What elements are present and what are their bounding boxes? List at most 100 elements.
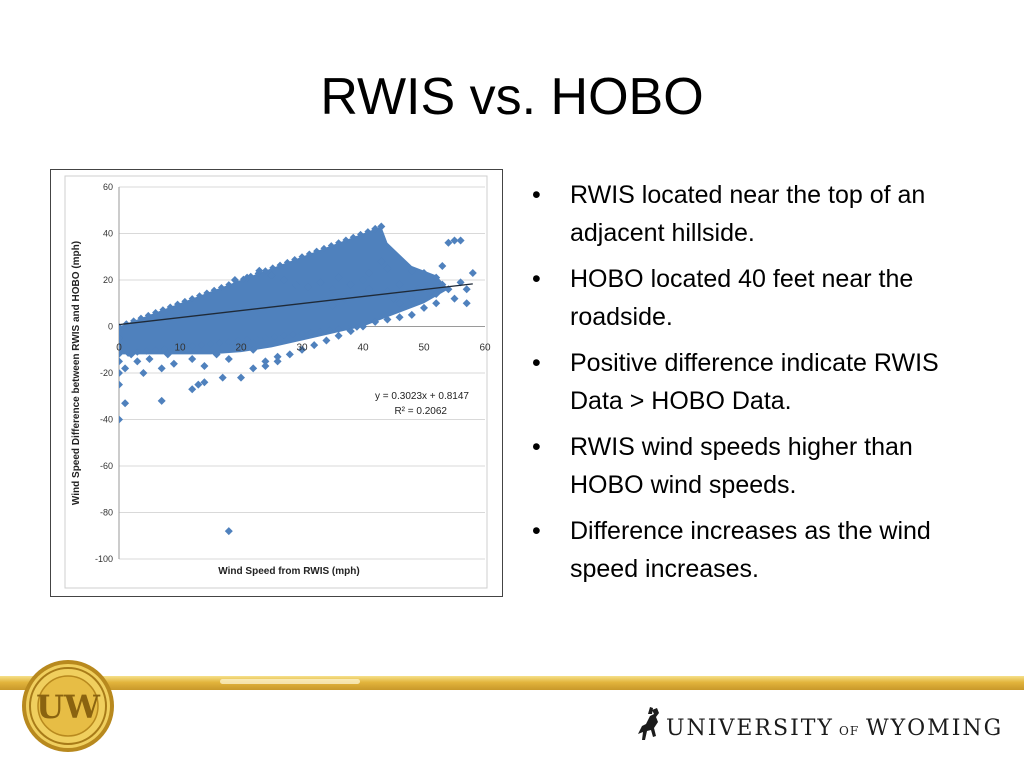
scatter-point bbox=[137, 314, 145, 322]
scatter-point bbox=[291, 256, 299, 264]
bullet-icon: • bbox=[532, 433, 541, 461]
scatter-point bbox=[225, 281, 233, 289]
y-tick-label: 60 bbox=[103, 182, 113, 192]
scatter-point bbox=[133, 348, 141, 356]
trendline-group bbox=[118, 283, 473, 326]
scatter-point bbox=[261, 362, 270, 371]
scatter-point bbox=[462, 299, 471, 308]
university-wordmark: UNIVERSITY OF WYOMING bbox=[638, 707, 1003, 741]
scatter-point bbox=[145, 355, 154, 364]
scatter-point bbox=[269, 264, 277, 272]
scatter-point bbox=[276, 261, 284, 269]
y-tick-label: 40 bbox=[103, 229, 113, 239]
scatter-point bbox=[462, 285, 471, 294]
scatter-point bbox=[383, 264, 392, 273]
wordmark-wyoming: WYOMING bbox=[866, 716, 1003, 741]
scatter-point bbox=[335, 325, 343, 333]
scatter-point bbox=[119, 380, 123, 389]
scatter-point bbox=[194, 380, 203, 389]
scatter-point bbox=[254, 269, 262, 277]
scatter-point bbox=[157, 396, 166, 405]
scatter-point bbox=[291, 280, 300, 289]
y-tick-label: -60 bbox=[100, 461, 113, 471]
scatter-point bbox=[127, 350, 136, 359]
scatter-point bbox=[359, 322, 367, 331]
scatter-point bbox=[169, 359, 178, 368]
scatter-point bbox=[420, 269, 428, 278]
x-axis-label: Wind Speed from RWIS (mph) bbox=[218, 566, 359, 577]
scatter-point bbox=[188, 355, 197, 364]
scatter-point bbox=[279, 276, 288, 284]
scatter-point bbox=[121, 364, 130, 373]
x-tick-label: 10 bbox=[174, 343, 186, 354]
scatter-point bbox=[139, 369, 148, 377]
scatter-point bbox=[357, 230, 365, 238]
scatter-point bbox=[124, 349, 132, 357]
bullet-text: HOBO located 40 feet near the roadside. bbox=[570, 265, 914, 331]
scatter-points bbox=[119, 222, 477, 536]
scatter-point bbox=[383, 315, 392, 324]
r-squared-label: R² = 0.2062 bbox=[394, 406, 447, 417]
scatter-point bbox=[267, 271, 276, 280]
scatter-point bbox=[133, 357, 142, 366]
bullet-text: RWIS wind speeds higher than HOBO wind s… bbox=[570, 433, 913, 499]
scatter-point bbox=[283, 258, 291, 266]
scatter-point bbox=[377, 222, 386, 231]
scatter-point bbox=[255, 266, 264, 275]
scatter-point bbox=[420, 282, 428, 291]
scatter-point bbox=[200, 378, 209, 387]
x-tick-label: 20 bbox=[235, 343, 247, 354]
scatter-point bbox=[352, 289, 361, 298]
x-tick-label: 50 bbox=[418, 343, 430, 354]
scatter-point bbox=[200, 362, 209, 371]
scatter-point bbox=[346, 280, 355, 289]
scatter-point bbox=[119, 415, 123, 424]
scatter-point bbox=[207, 340, 214, 348]
scatter-point bbox=[407, 310, 416, 319]
scatter-point bbox=[316, 327, 324, 335]
scatter-point bbox=[161, 345, 169, 353]
scatter-point bbox=[313, 247, 321, 255]
y-tick-label: 20 bbox=[103, 275, 113, 285]
bullet-item: • RWIS wind speeds higher than HOBO wind … bbox=[532, 428, 982, 504]
scatter-point bbox=[224, 355, 233, 364]
scatter-point bbox=[237, 373, 245, 382]
bullet-item: • Positive difference indicate RWIS Data … bbox=[532, 344, 982, 420]
bullet-icon: • bbox=[532, 265, 541, 293]
scatter-point bbox=[298, 253, 306, 261]
y-tick-label: -20 bbox=[100, 368, 113, 378]
scatter-point bbox=[310, 341, 319, 350]
scatter-point bbox=[170, 344, 178, 352]
scatter-point bbox=[234, 337, 242, 345]
scatter-point bbox=[371, 224, 380, 233]
scatter-point bbox=[212, 350, 221, 359]
scatter-point bbox=[413, 285, 422, 294]
scatter-point bbox=[203, 289, 211, 297]
scatter-point bbox=[285, 350, 294, 359]
bullet-icon: • bbox=[532, 517, 541, 545]
scatter-point bbox=[377, 257, 386, 266]
scatter-point bbox=[163, 350, 172, 359]
scatter-point bbox=[444, 238, 453, 247]
scatter-point bbox=[395, 299, 404, 308]
scatter-point bbox=[335, 239, 343, 247]
scatter-point bbox=[261, 267, 269, 275]
scatter-point bbox=[144, 311, 152, 319]
scatter-point bbox=[119, 369, 123, 377]
scatter-point bbox=[298, 345, 306, 354]
x-tick-label: 0 bbox=[116, 343, 122, 354]
scatter-point bbox=[152, 346, 160, 354]
scatter-point bbox=[243, 273, 252, 282]
bullet-text: Positive difference indicate RWIS Data >… bbox=[570, 349, 939, 415]
scatter-point bbox=[322, 336, 331, 345]
x-tick-label: 60 bbox=[479, 343, 491, 354]
scatter-point bbox=[316, 278, 325, 287]
scatter-point bbox=[216, 339, 224, 347]
bullet-item: • HOBO located 40 feet near the roadside. bbox=[532, 260, 982, 336]
scatter-point bbox=[243, 336, 251, 344]
bullet-text: Difference increases as the wind speed i… bbox=[570, 517, 931, 583]
scatter-point bbox=[119, 357, 123, 366]
seal-letters: UW bbox=[36, 688, 101, 726]
scatter-point bbox=[349, 233, 357, 241]
scatter-point bbox=[249, 364, 258, 373]
